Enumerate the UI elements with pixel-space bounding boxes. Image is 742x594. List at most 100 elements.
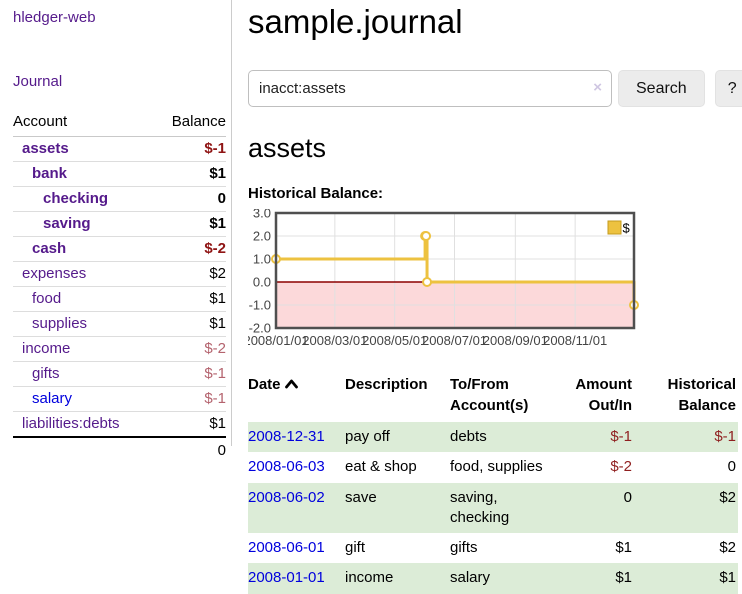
col-date-sort[interactable]: Date [248,374,345,422]
accounts-cell: food, supplies [450,458,543,476]
account-link[interactable]: gifts [32,365,60,382]
amount-cell: $1 [615,539,632,556]
register-header-row: Date Description To/From Account(s) Amou… [248,374,738,422]
svg-text:3.0: 3.0 [253,209,271,221]
help-button[interactable]: ? [714,70,742,107]
account-balance: $-2 [204,340,226,357]
account-balance: $-1 [204,365,226,382]
register-row: 2008-06-03 eat & shop food, supplies $-2… [248,452,738,482]
account-row: bank $1 [13,161,226,187]
account-row: food $1 [13,286,226,312]
account-link[interactable]: cash [32,240,67,257]
col-accounts: To/From Account(s) [450,376,529,414]
register-row: 2008-01-01 income salary $1 $1 [248,563,738,594]
search-form: × Search ? [248,70,742,107]
date-link[interactable]: 2008-12-31 [248,428,325,445]
account-balance: $-1 [204,140,226,157]
col-amount: Amount Out/In [575,376,632,414]
chart-heading: Historical Balance: [248,185,384,202]
account-balance: $1 [209,290,226,307]
register-row: 2008-12-31 pay off debts $-1 $-1 [248,422,738,453]
account-balance: $2 [209,265,226,282]
account-link[interactable]: liabilities:debts [22,415,120,432]
accounts-cell: saving, checking [450,488,510,526]
clear-search-icon[interactable]: × [593,79,602,96]
main-content: sample.journal × Search ? assets Histori… [232,0,742,594]
accounts-cell: gifts [450,539,478,556]
account-balance: 0 [217,190,226,207]
balance-cell: $2 [719,488,736,506]
sort-asc-icon [284,375,299,396]
account-row: cash $-2 [13,236,226,262]
amount-cell: $-2 [610,458,632,476]
svg-text:-1.0: -1.0 [249,298,271,313]
svg-text:2008/01/01: 2008/01/01 [248,333,309,348]
balance-cell: $2 [719,539,736,556]
svg-text:1.0: 1.0 [253,252,271,267]
account-balance: $1 [209,165,226,182]
description-cell: gift [345,539,366,556]
accounts-cell: salary [450,569,491,587]
account-link[interactable]: saving [43,215,91,232]
account-row: checking 0 [13,186,226,212]
search-input[interactable] [248,70,612,107]
col-description: Description [345,376,428,393]
description-cell: eat & shop [345,458,417,476]
accounts-col-balance: Balance [154,111,226,137]
accounts-col-account: Account [13,111,155,137]
svg-text:2008/03/01: 2008/03/01 [302,333,367,348]
account-link[interactable]: supplies [32,315,88,332]
balance-chart[interactable]: $3.0 2.0 1.0 0.0 -1.0 -2.0 2008/01/01 2008/03/0… [243,206,742,355]
account-row: supplies $1 [13,311,226,337]
balance-cell: $-1 [714,428,736,445]
amount-cell: 0 [623,488,632,506]
account-link[interactable]: assets [22,140,69,157]
date-link[interactable]: 2008-01-01 [248,569,325,587]
balance-cell: 0 [727,458,736,476]
account-link[interactable]: checking [43,190,109,207]
account-balance: $1 [209,415,226,432]
app-title-link[interactable]: hledger-web [13,9,96,26]
svg-text:-2.0: -2.0 [249,321,271,336]
account-link[interactable]: expenses [22,265,87,282]
account-row: gifts $-1 [13,361,226,387]
register-table: Date Description To/From Account(s) Amou… [248,374,738,594]
balance-cell: $1 [719,569,736,587]
account-link[interactable]: bank [32,165,68,182]
nav-journal-link[interactable]: Journal [13,73,63,90]
account-balance: $-2 [204,240,226,257]
date-link[interactable]: 2008-06-02 [248,488,325,506]
account-row: income $-2 [13,336,226,362]
account-balance: $1 [209,315,226,332]
page-title: sample.journal [248,3,463,40]
svg-text:2008/11/01: 2008/11/01 [543,333,607,348]
svg-text:0.0: 0.0 [253,275,271,290]
account-balance: $-1 [204,390,226,407]
svg-text:2.0: 2.0 [253,229,271,244]
amount-cell: $-1 [610,428,632,445]
accounts-total-row: 0 [13,437,226,463]
register-row: 2008-06-02 save saving, checking 0 $2 [248,482,738,533]
accounts-cell: debts [450,428,487,445]
search-button[interactable]: Search [618,70,705,107]
accounts-total: 0 [217,442,226,459]
account-row: liabilities:debts $1 [13,411,226,438]
account-link[interactable]: food [32,290,62,307]
sidebar: hledger-web Journal Account Balance asse… [0,0,232,459]
account-heading: assets [248,133,327,163]
svg-text:2008/07/01: 2008/07/01 [422,333,487,348]
date-link[interactable]: 2008-06-01 [248,539,325,556]
accounts-table: Account Balance assets $-1 bank $1 check… [13,111,226,463]
description-cell: income [345,569,394,587]
account-row: saving $1 [13,211,226,237]
account-row: salary $-1 [13,386,226,412]
sidebar-nav: Journal [13,73,226,91]
account-link[interactable]: income [22,340,71,357]
date-link[interactable]: 2008-06-03 [248,458,325,476]
account-balance: $1 [209,215,226,232]
account-link[interactable]: salary [32,390,73,407]
svg-text:2008/05/01: 2008/05/01 [362,333,427,348]
svg-text:$: $ [623,221,631,236]
account-row: assets $-1 [13,137,226,162]
